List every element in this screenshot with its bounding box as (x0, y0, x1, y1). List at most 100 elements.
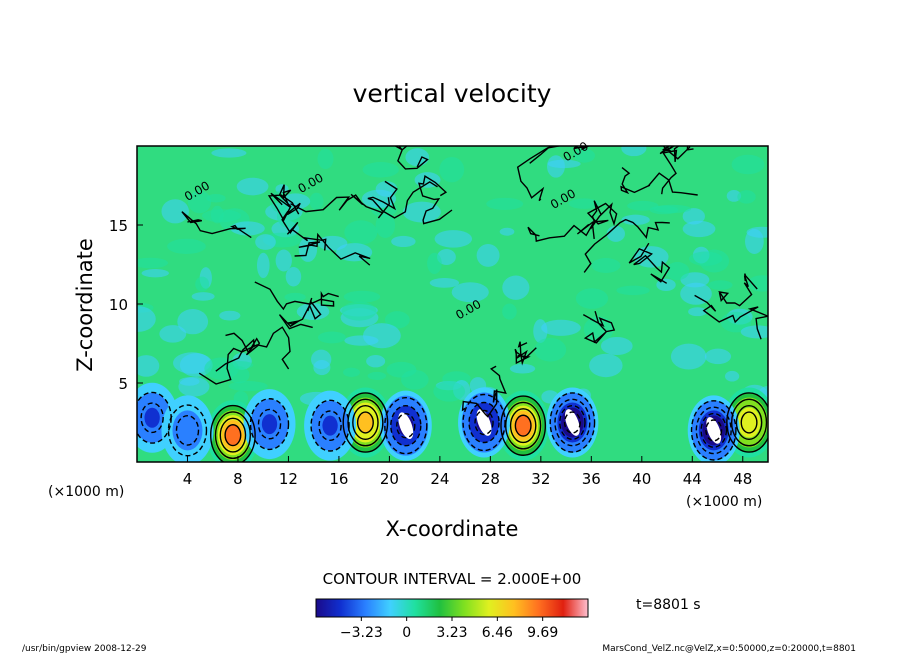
field-patch (228, 381, 268, 392)
field-patch (621, 214, 650, 226)
zero-contour (290, 193, 391, 219)
field-patch (179, 353, 213, 377)
cell-contour (390, 404, 422, 447)
zero-contour (254, 281, 339, 311)
cell-contour (175, 415, 200, 446)
x-tick-label: 4 (183, 470, 193, 488)
cell-contour (140, 402, 164, 434)
cell-contour (257, 408, 282, 440)
cell-contour (700, 412, 728, 448)
field-patch (568, 198, 600, 209)
field-patch (405, 148, 430, 167)
zero-contour (576, 202, 618, 239)
x-tick-label: 40 (632, 470, 651, 488)
field-patch (682, 208, 705, 225)
field-patch (375, 212, 396, 239)
field-patch (202, 209, 242, 223)
colorbar-tick-label: −3.23 (340, 625, 383, 641)
field-patch (137, 355, 160, 377)
field-patch (236, 177, 269, 196)
field-patch (195, 276, 210, 292)
field-patch (627, 200, 659, 211)
chart-title: vertical velocity (353, 79, 552, 108)
field-patch (682, 220, 716, 238)
field-patch (509, 363, 536, 374)
field-patch (427, 252, 442, 274)
cell-contour (563, 411, 581, 434)
y-tick-label: 5 (118, 375, 128, 393)
colorbar-tick-label: 0 (402, 625, 411, 641)
field-patch (534, 337, 567, 362)
cell-contour (474, 409, 494, 436)
field-patch (583, 316, 614, 342)
field-patch (591, 258, 621, 273)
field-patch (311, 349, 332, 370)
field-patch (366, 355, 386, 368)
field-patch (680, 282, 712, 305)
cell-contour (249, 398, 290, 451)
field-patch (541, 319, 581, 336)
cell-contour (396, 412, 416, 439)
field-patch (429, 277, 460, 288)
field-patch (434, 230, 473, 248)
field-patch (747, 275, 768, 292)
zero-contour (718, 273, 758, 307)
x-tick-label: 8 (233, 470, 243, 488)
field-patch (206, 194, 226, 203)
cell-contour (505, 401, 542, 450)
field-patch (159, 325, 187, 343)
field-patch (187, 190, 212, 214)
field-patch (343, 367, 360, 377)
x-tick-label: 28 (481, 470, 500, 488)
field-patch (256, 252, 270, 279)
zero-contour (294, 232, 371, 266)
field-patch (341, 301, 377, 321)
zero-contour (529, 146, 590, 164)
field-patch (688, 251, 723, 266)
field-patch (476, 243, 500, 267)
field-patch (284, 292, 306, 302)
field-patch (731, 154, 765, 175)
field-patch (362, 323, 401, 349)
field-patch (573, 148, 596, 163)
field-patch (486, 197, 524, 210)
cell-contour (167, 404, 208, 457)
x-tick-label: 24 (430, 470, 449, 488)
colorbar-fill (315, 598, 589, 618)
zero-contour (394, 146, 429, 170)
cell-contour (726, 392, 768, 453)
field-patch (137, 257, 169, 269)
x-unit-right: (×1000 m) (686, 494, 762, 510)
field-patch (589, 353, 623, 378)
downdraft-cell (322, 415, 338, 436)
field-patch (179, 377, 200, 386)
updraft-cell (515, 415, 531, 436)
x-tick-label: 16 (329, 470, 348, 488)
zero-contour (694, 294, 768, 340)
field-patch (386, 361, 417, 378)
field-patch (621, 146, 647, 157)
cell-contour (356, 411, 374, 434)
field-patch (688, 307, 707, 317)
field-patch (499, 227, 515, 236)
x-tick-label: 44 (683, 470, 702, 488)
zero-contour (582, 311, 616, 344)
cell-contour (310, 399, 350, 452)
field-patch (533, 319, 548, 343)
field-patch (141, 269, 169, 278)
downdraft-core (398, 412, 414, 439)
time-label: t=8801 s (636, 597, 701, 613)
colorbar-ticks: −3.23 0 3.23 6.46 9.69 (340, 617, 558, 641)
y-axis-label: Z-coordinate (73, 238, 97, 372)
field-patch (502, 275, 530, 300)
zero-contour (628, 242, 671, 284)
zero-contour (198, 326, 291, 385)
cell-contour (219, 417, 247, 453)
field-patch (344, 220, 378, 245)
field-patch (745, 228, 764, 254)
field-patch (704, 348, 732, 365)
field-patch (177, 308, 209, 335)
cell-contour (224, 424, 242, 447)
zero-contour (281, 202, 327, 251)
field-patch (367, 371, 387, 380)
